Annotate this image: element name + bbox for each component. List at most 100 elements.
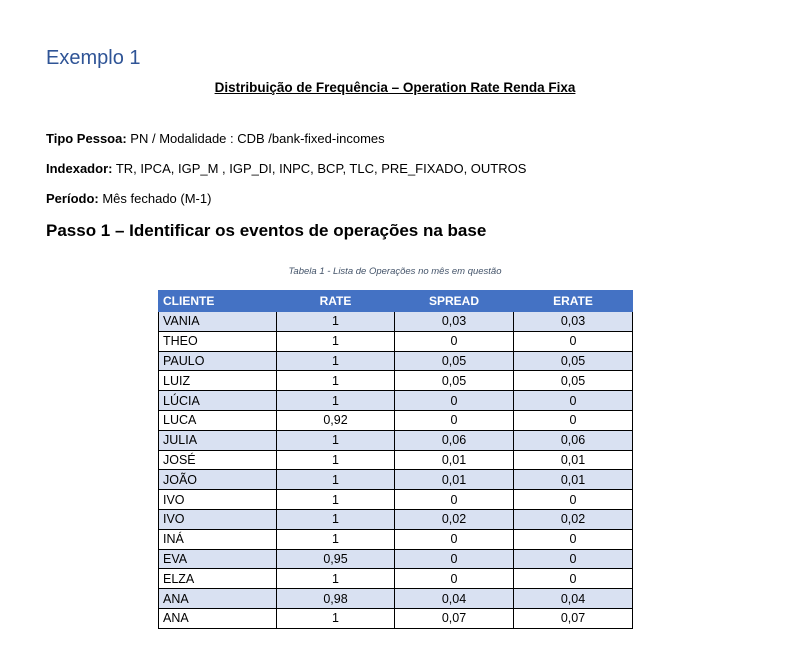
cell-cliente: JULIA bbox=[158, 429, 277, 451]
table-header-row: CLIENTE RATE SPREAD ERATE bbox=[158, 290, 633, 312]
table-row: THEO 1 0 0 bbox=[158, 330, 633, 352]
cell-erate: 0,04 bbox=[513, 588, 633, 609]
field-label: Período: bbox=[46, 191, 99, 206]
cell-cliente: PAULO bbox=[158, 350, 277, 372]
cell-cliente: ANA bbox=[158, 588, 277, 609]
cell-rate: 1 bbox=[276, 330, 395, 352]
cell-spread: 0 bbox=[394, 528, 514, 550]
cell-rate: 0,98 bbox=[276, 588, 395, 609]
cell-cliente: THEO bbox=[158, 330, 277, 352]
cell-erate: 0 bbox=[513, 568, 633, 590]
cell-rate: 1 bbox=[276, 607, 395, 629]
document-title: Distribuição de Frequência – Operation R… bbox=[0, 80, 790, 95]
cell-cliente: IVO bbox=[158, 489, 277, 510]
cell-erate: 0,07 bbox=[513, 607, 633, 629]
table-row: ANA 0,98 0,04 0,04 bbox=[158, 588, 633, 609]
table-row: LÚCIA 1 0 0 bbox=[158, 390, 633, 411]
cell-erate: 0 bbox=[513, 548, 633, 570]
cell-spread: 0,04 bbox=[394, 588, 514, 609]
section-heading: Exemplo 1 bbox=[46, 47, 141, 69]
table-row: PAULO 1 0,05 0,05 bbox=[158, 350, 633, 372]
cell-spread: 0 bbox=[394, 568, 514, 590]
cell-spread: 0,07 bbox=[394, 607, 514, 629]
cell-rate: 1 bbox=[276, 429, 395, 451]
cell-rate: 0,95 bbox=[276, 548, 395, 570]
table-row: JULIA 1 0,06 0,06 bbox=[158, 429, 633, 451]
table-row: EVA 0,95 0 0 bbox=[158, 548, 633, 570]
cell-rate: 1 bbox=[276, 350, 395, 372]
table-row: ELZA 1 0 0 bbox=[158, 568, 633, 590]
cell-rate: 1 bbox=[276, 311, 395, 332]
cell-erate: 0 bbox=[513, 390, 633, 411]
cell-cliente: IVO bbox=[158, 508, 277, 530]
cell-spread: 0,05 bbox=[394, 350, 514, 372]
table-row: ANA 1 0,07 0,07 bbox=[158, 607, 633, 629]
cell-cliente: EVA bbox=[158, 548, 277, 570]
cell-spread: 0,06 bbox=[394, 429, 514, 451]
cell-rate: 1 bbox=[276, 508, 395, 530]
table-row: VANIA 1 0,03 0,03 bbox=[158, 311, 633, 332]
cell-cliente: LUCA bbox=[158, 409, 277, 431]
cell-rate: 1 bbox=[276, 449, 395, 471]
cell-erate: 0,06 bbox=[513, 429, 633, 451]
cell-cliente: JOÃO bbox=[158, 469, 277, 491]
cell-erate: 0,05 bbox=[513, 350, 633, 372]
cell-rate: 1 bbox=[276, 489, 395, 510]
cell-cliente: LUIZ bbox=[158, 370, 277, 392]
field-value: PN / Modalidade : CDB /bank-fixed-income… bbox=[126, 131, 385, 146]
table-row: LUIZ 1 0,05 0,05 bbox=[158, 370, 633, 392]
cell-spread: 0,01 bbox=[394, 449, 514, 471]
cell-spread: 0,02 bbox=[394, 508, 514, 530]
field-indexador: Indexador: TR, IPCA, IGP_M , IGP_DI, INP… bbox=[46, 161, 526, 176]
table-row: JOÃO 1 0,01 0,01 bbox=[158, 469, 633, 491]
field-value: Mês fechado (M-1) bbox=[98, 191, 212, 206]
table-row: LUCA 0,92 0 0 bbox=[158, 409, 633, 431]
table-caption: Tabela 1 - Lista de Operações no mês em … bbox=[288, 266, 502, 277]
cell-rate: 1 bbox=[276, 370, 395, 392]
table-row: IVO 1 0 0 bbox=[158, 489, 633, 510]
table-body: VANIA 1 0,03 0,03 THEO 1 0 0 PAULO 1 0,05 0,05 LUIZ 1… bbox=[158, 311, 633, 629]
cell-erate: 0 bbox=[513, 330, 633, 352]
field-periodo: Período: Mês fechado (M-1) bbox=[46, 191, 211, 206]
cell-spread: 0 bbox=[394, 390, 514, 411]
cell-cliente: ANA bbox=[158, 607, 277, 629]
cell-spread: 0 bbox=[394, 330, 514, 352]
cell-cliente: INÁ bbox=[158, 528, 277, 550]
cell-spread: 0 bbox=[394, 409, 514, 431]
cell-erate: 0,03 bbox=[513, 311, 633, 332]
column-header-spread: SPREAD bbox=[394, 290, 514, 312]
cell-spread: 0,01 bbox=[394, 469, 514, 491]
cell-spread: 0,05 bbox=[394, 370, 514, 392]
cell-rate: 1 bbox=[276, 390, 395, 411]
table-row: INÁ 1 0 0 bbox=[158, 528, 633, 550]
table-row: JOSÉ 1 0,01 0,01 bbox=[158, 449, 633, 471]
cell-rate: 1 bbox=[276, 568, 395, 590]
field-label: Indexador: bbox=[46, 161, 113, 176]
table-row: IVO 1 0,02 0,02 bbox=[158, 508, 633, 530]
column-header-erate: ERATE bbox=[513, 290, 633, 312]
cell-spread: 0 bbox=[394, 548, 514, 570]
field-label: Tipo Pessoa: bbox=[46, 131, 127, 146]
field-tipo-pessoa: Tipo Pessoa: PN / Modalidade : CDB /bank… bbox=[46, 131, 385, 146]
cell-erate: 0,05 bbox=[513, 370, 633, 392]
cell-rate: 1 bbox=[276, 528, 395, 550]
cell-erate: 0,01 bbox=[513, 449, 633, 471]
document-title-text: Distribuição de Frequência – Operation R… bbox=[214, 80, 576, 95]
cell-cliente: VANIA bbox=[158, 311, 277, 332]
column-header-rate: RATE bbox=[276, 290, 395, 312]
cell-erate: 0,02 bbox=[513, 508, 633, 530]
cell-erate: 0,01 bbox=[513, 469, 633, 491]
cell-erate: 0 bbox=[513, 409, 633, 431]
cell-cliente: ELZA bbox=[158, 568, 277, 590]
cell-erate: 0 bbox=[513, 489, 633, 510]
step-heading: Passo 1 – Identificar os eventos de oper… bbox=[46, 221, 487, 240]
cell-spread: 0 bbox=[394, 489, 514, 510]
column-header-cliente: CLIENTE bbox=[158, 290, 277, 312]
cell-erate: 0 bbox=[513, 528, 633, 550]
cell-rate: 1 bbox=[276, 469, 395, 491]
cell-spread: 0,03 bbox=[394, 311, 514, 332]
cell-cliente: JOSÉ bbox=[158, 449, 277, 471]
operations-table: CLIENTE RATE SPREAD ERATE VANIA 1 0,03 0,03… bbox=[158, 290, 633, 629]
field-value: TR, IPCA, IGP_M , IGP_DI, INPC, BCP, TLC… bbox=[112, 161, 527, 176]
cell-rate: 0,92 bbox=[276, 409, 395, 431]
